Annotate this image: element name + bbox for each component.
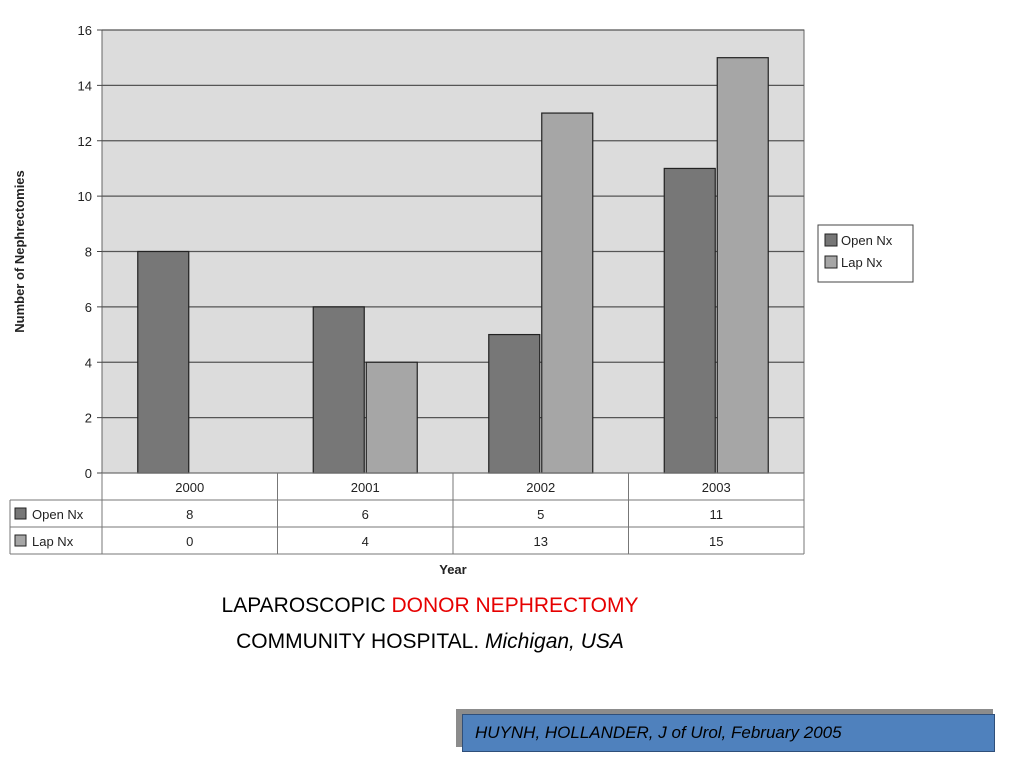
y-axis-ticks: 0 2 4 6 8 10 12 14 16 [78, 23, 102, 481]
table-series-label: Lap Nx [32, 534, 74, 549]
data-label: 0 [186, 534, 193, 549]
caption-line-1: LAPAROSCOPIC DONOR NEPHRECTOMY [0, 594, 860, 618]
bar [716, 57, 769, 474]
y-tick-label: 8 [85, 245, 92, 260]
caption-line-2: COMMUNITY HOSPITAL. Michigan, USA [0, 630, 860, 654]
y-tick-label: 2 [85, 411, 92, 426]
bars [137, 57, 769, 474]
y-tick-label: 12 [78, 134, 92, 149]
citation-box: HUYNH, HOLLANDER, J of Urol, February 20… [462, 714, 995, 752]
legend-label: Lap Nx [841, 255, 883, 270]
x-axis-label: Year [439, 562, 466, 577]
x-tick-label: 2000 [175, 480, 204, 495]
y-tick-label: 14 [78, 78, 92, 93]
bar [663, 167, 716, 474]
table-series-label: Open Nx [32, 507, 84, 522]
legend-label: Open Nx [841, 233, 893, 248]
x-tick-label: 2001 [351, 480, 380, 495]
y-tick-label: 0 [85, 466, 92, 481]
legend-swatch [824, 255, 838, 269]
caption-part: COMMUNITY HOSPITAL. [236, 630, 486, 653]
y-tick-label: 6 [85, 300, 92, 315]
bar [541, 112, 594, 474]
x-tick-label: 2002 [526, 480, 555, 495]
data-label: 13 [534, 534, 548, 549]
data-label: 11 [710, 507, 724, 522]
caption-location: Michigan, USA [485, 630, 624, 653]
bar [488, 333, 541, 474]
legend-swatch [824, 233, 838, 247]
y-tick-label: 16 [78, 23, 92, 38]
x-tick-label: 2003 [702, 480, 731, 495]
caption-part: LAPAROSCOPIC [221, 594, 392, 617]
chart: 0 2 4 6 8 10 12 14 16 2000 2001 2002 2003 Open Nx 8 6 5… [9, 23, 914, 577]
data-label: 5 [537, 507, 544, 522]
y-axis-label: Number of Nephrectomies [12, 170, 27, 333]
y-tick-label: 4 [85, 355, 92, 370]
data-table: 2000 2001 2002 2003 Open Nx 8 6 5 11 Lap Nx 0 4 13 15 [9, 472, 805, 555]
table-series-swatch [14, 534, 27, 547]
bar [312, 306, 365, 474]
y-tick-label: 10 [78, 189, 92, 204]
data-label: 8 [186, 507, 193, 522]
citation-text: HUYNH, HOLLANDER, J of Urol, February 20… [475, 723, 842, 742]
legend: Open Nx Lap Nx [817, 224, 914, 283]
table-series-swatch [14, 507, 27, 520]
bar [137, 250, 190, 474]
caption-highlight: DONOR NEPHRECTOMY [391, 594, 639, 617]
data-label: 6 [362, 507, 369, 522]
data-label: 15 [709, 534, 723, 549]
bar [365, 361, 418, 474]
data-label: 4 [362, 534, 369, 549]
